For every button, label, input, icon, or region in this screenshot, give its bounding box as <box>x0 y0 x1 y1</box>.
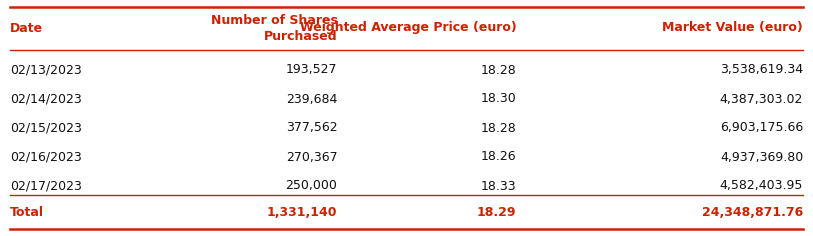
Text: 02/13/2023: 02/13/2023 <box>10 63 81 76</box>
Text: 239,684: 239,684 <box>286 93 337 105</box>
Text: 02/14/2023: 02/14/2023 <box>10 93 81 105</box>
Text: 02/15/2023: 02/15/2023 <box>10 122 81 135</box>
Text: 18.28: 18.28 <box>480 63 516 76</box>
Text: Weighted Average Price (euro): Weighted Average Price (euro) <box>299 21 516 34</box>
Text: 18.33: 18.33 <box>480 180 516 193</box>
Text: Market Value (euro): Market Value (euro) <box>663 21 803 34</box>
Text: 4,937,369.80: 4,937,369.80 <box>720 151 803 164</box>
Text: 3,538,619.34: 3,538,619.34 <box>720 63 803 76</box>
Text: 18.28: 18.28 <box>480 122 516 135</box>
Text: 18.30: 18.30 <box>480 93 516 105</box>
Text: 24,348,871.76: 24,348,871.76 <box>702 206 803 219</box>
Text: 250,000: 250,000 <box>285 180 337 193</box>
Text: Date: Date <box>10 21 43 34</box>
Text: 377,562: 377,562 <box>286 122 337 135</box>
Text: 02/16/2023: 02/16/2023 <box>10 151 81 164</box>
Text: 6,903,175.66: 6,903,175.66 <box>720 122 803 135</box>
Text: 18.26: 18.26 <box>480 151 516 164</box>
Text: 1,331,140: 1,331,140 <box>267 206 337 219</box>
Text: Total: Total <box>10 206 44 219</box>
Text: 193,527: 193,527 <box>286 63 337 76</box>
Text: Number of Shares
Purchased: Number of Shares Purchased <box>211 13 337 42</box>
Text: 02/17/2023: 02/17/2023 <box>10 180 81 193</box>
Text: 18.29: 18.29 <box>476 206 516 219</box>
Text: 270,367: 270,367 <box>286 151 337 164</box>
Text: 4,387,303.02: 4,387,303.02 <box>720 93 803 105</box>
Text: 4,582,403.95: 4,582,403.95 <box>720 180 803 193</box>
